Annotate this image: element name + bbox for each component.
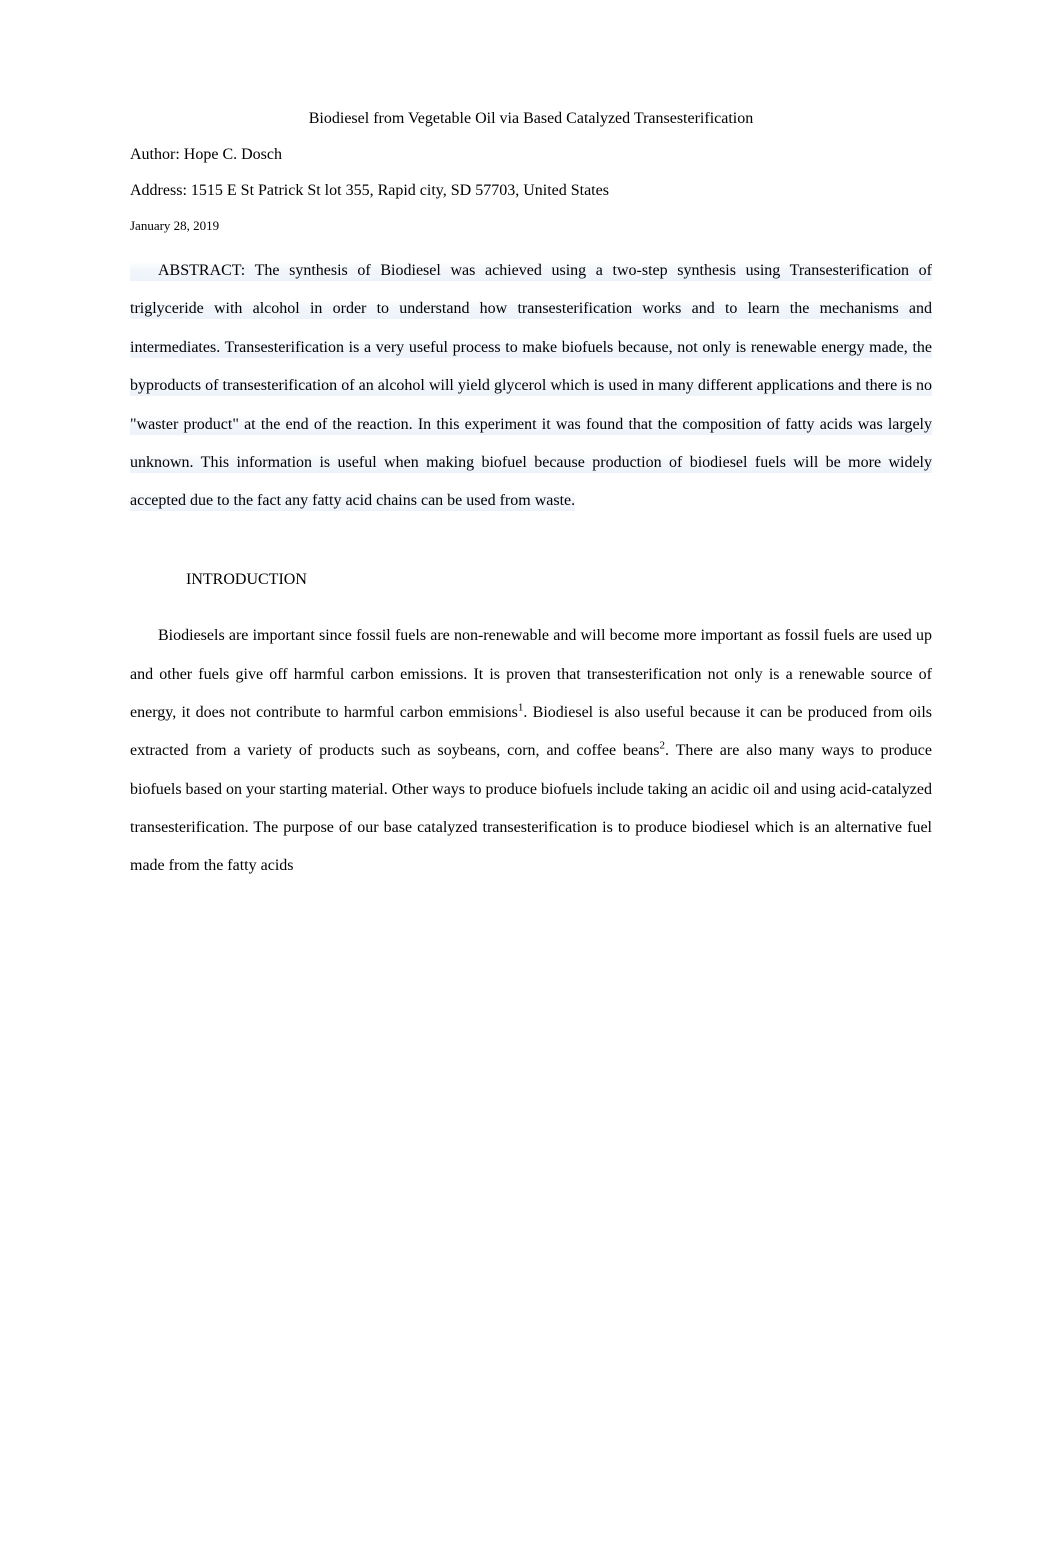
address-value: 1515 E St Patrick St lot 355, Rapid city… <box>191 182 609 199</box>
address-line: Address: 1515 E St Patrick St lot 355, R… <box>130 182 932 200</box>
intro-text-part3: . There are also many ways to produce bi… <box>130 742 932 874</box>
abstract-text: The synthesis of Biodiesel was achieved … <box>130 262 932 509</box>
abstract-label: ABSTRACT: <box>158 262 255 279</box>
address-label: Address: <box>130 182 191 199</box>
author-line: Author: Hope C. Dosch <box>130 146 932 164</box>
author-name: Hope C. Dosch <box>184 146 282 163</box>
document-title: Biodiesel from Vegetable Oil via Based C… <box>130 110 932 128</box>
author-label: Author: <box>130 146 184 163</box>
abstract-section: ABSTRACT: The synthesis of Biodiesel was… <box>130 252 932 521</box>
introduction-heading: INTRODUCTION <box>130 561 932 599</box>
introduction-paragraph: Biodiesels are important since fossil fu… <box>130 617 932 886</box>
date-line: January 28, 2019 <box>130 218 932 234</box>
